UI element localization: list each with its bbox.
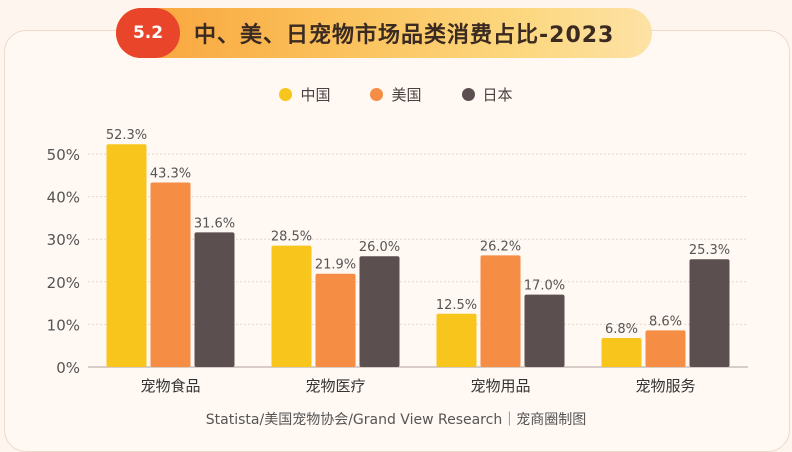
bar [150, 182, 191, 367]
x-tick-label: 宠物用品 [470, 377, 530, 395]
bar [359, 256, 400, 367]
title-banner [116, 8, 652, 58]
bar [480, 255, 521, 367]
source-note: Statista/美国宠物协会/Grand View Research｜宠商圈制… [205, 412, 587, 428]
data-label: 17.0% [524, 279, 565, 294]
bar-chart: 0% 10% 20% 30% 40% 50% 52.3% 43.3% 31.6% 宠物食品 28.5… [47, 128, 748, 395]
bar [271, 245, 312, 367]
legend-item-china: 中国 [279, 84, 330, 105]
bar [601, 338, 642, 367]
bar [315, 273, 356, 367]
y-tick-label: 40% [47, 189, 80, 207]
data-label: 21.9% [315, 258, 356, 273]
bar [645, 330, 686, 367]
chart-title: 中、美、日宠物市场品类消费占比-2023 [194, 23, 615, 48]
bar [106, 144, 147, 367]
x-tick-label: 宠物服务 [635, 377, 695, 395]
y-tick-label: 30% [47, 231, 80, 249]
x-tick-label: 宠物食品 [140, 377, 200, 395]
legend-item-usa: 美国 [370, 84, 422, 105]
bar [436, 313, 477, 367]
data-label: 12.5% [436, 298, 477, 313]
y-tick-label: 50% [47, 146, 80, 164]
y-tick-label: 20% [47, 274, 80, 292]
legend-item-japan: 日本 [461, 84, 513, 105]
legend-swatch-japan [461, 88, 475, 101]
section-badge: 5.2 [116, 8, 180, 58]
data-label: 6.8% [605, 322, 638, 337]
bar [689, 259, 730, 367]
data-label: 8.6% [649, 314, 682, 329]
data-label: 26.2% [480, 239, 521, 254]
data-label: 25.3% [689, 243, 730, 258]
legend-label-japan: 日本 [482, 86, 513, 104]
legend-swatch-usa [370, 88, 384, 101]
legend-label-china: 中国 [300, 86, 331, 104]
x-tick-label: 宠物医疗 [305, 377, 365, 395]
data-label: 28.5% [271, 230, 312, 245]
legend: 中国 美国 日本 [0, 84, 792, 105]
bar [524, 294, 565, 367]
legend-swatch-china [279, 88, 293, 101]
bar [194, 232, 235, 367]
y-tick-label: 0% [56, 359, 80, 377]
data-label: 52.3% [106, 128, 147, 143]
y-tick-label: 10% [47, 316, 80, 334]
data-label: 43.3% [150, 167, 191, 182]
legend-label-usa: 美国 [391, 86, 422, 104]
data-label: 31.6% [194, 216, 235, 231]
data-label: 26.0% [359, 240, 400, 255]
